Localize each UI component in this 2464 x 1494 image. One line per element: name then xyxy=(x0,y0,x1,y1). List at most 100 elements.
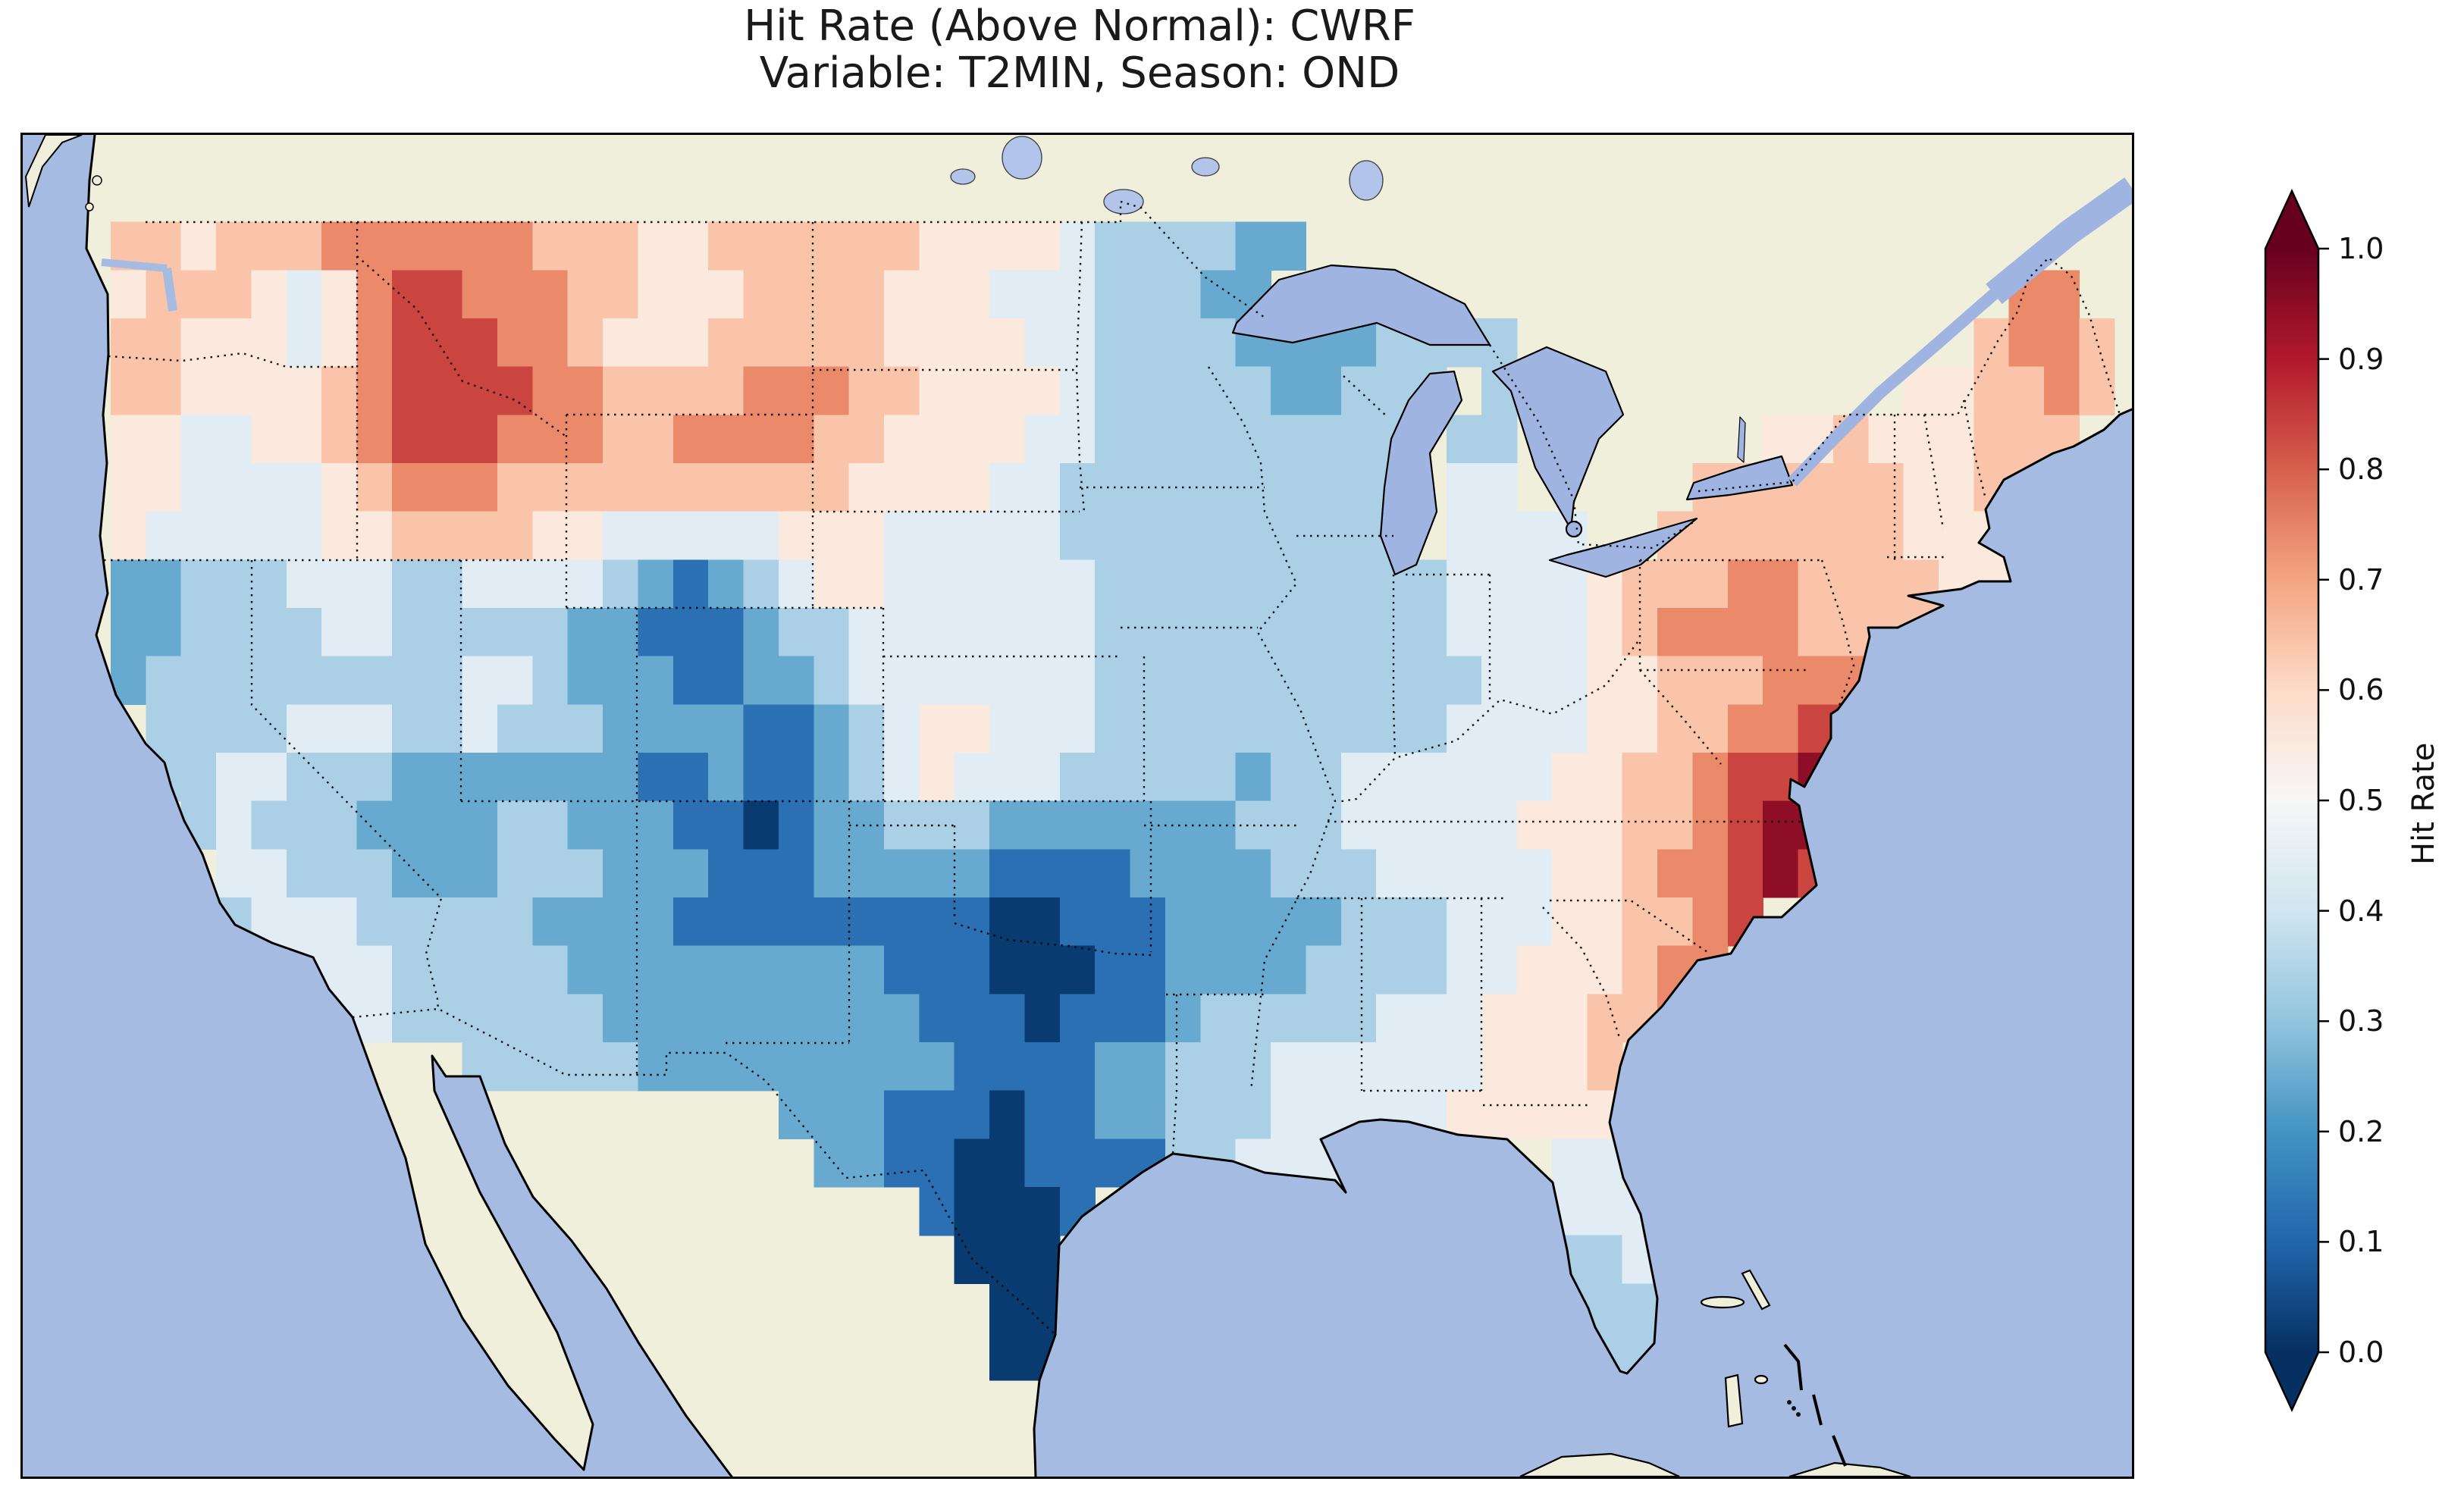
heatmap-cell xyxy=(1059,800,1096,850)
heatmap-cell xyxy=(462,511,498,560)
heatmap-cell xyxy=(1727,559,1763,609)
heatmap-cell xyxy=(638,704,674,753)
st-lawrence-river xyxy=(1788,177,2132,487)
heatmap-cell xyxy=(1235,462,1271,512)
heatmap-cell xyxy=(497,1042,534,1092)
heatmap-cell xyxy=(603,366,639,415)
heatmap-cell xyxy=(1059,945,1096,994)
heatmap-cell xyxy=(1165,800,1201,850)
heatmap-cell xyxy=(919,849,955,898)
heatmap-cell xyxy=(743,608,779,657)
heatmap-cell xyxy=(1165,897,1201,947)
heatmap-cell xyxy=(884,462,920,512)
heatmap-cell xyxy=(603,945,639,994)
heatmap-cell xyxy=(497,656,534,705)
heatmap-cell xyxy=(356,753,393,802)
heatmap-cell xyxy=(321,608,358,657)
heatmap-cell xyxy=(989,366,1026,415)
great-lakes xyxy=(1231,264,1794,578)
heatmap-cell xyxy=(462,221,498,271)
heatmap-cell xyxy=(462,656,498,705)
heatmap-cell xyxy=(1657,656,1694,705)
heatmap-cell xyxy=(1340,415,1377,464)
heatmap-cell xyxy=(1095,366,1131,415)
heatmap-cell xyxy=(567,318,603,368)
heatmap-cell xyxy=(989,753,1026,802)
heatmap-cell xyxy=(1587,994,1623,1043)
heatmap-cell xyxy=(567,608,603,657)
heatmap-cell xyxy=(427,608,463,657)
heatmap-cell xyxy=(356,318,393,368)
heatmap-cell xyxy=(672,318,709,368)
heatmap-cell xyxy=(1798,511,1834,560)
heatmap-cell xyxy=(1235,221,1271,271)
heatmap-cell xyxy=(1059,704,1096,753)
heatmap-cell xyxy=(532,511,569,560)
colorbar-tick-marks xyxy=(2318,247,2329,1354)
heatmap-cell xyxy=(1306,559,1342,609)
heatmap-cell xyxy=(567,849,603,898)
heatmap-cell xyxy=(1235,415,1271,464)
heatmap-cell xyxy=(1235,608,1271,657)
heatmap-cell xyxy=(391,270,428,319)
heatmap-cell xyxy=(1095,994,1131,1043)
heatmap-cell xyxy=(708,221,745,271)
heatmap-cell xyxy=(1235,1090,1271,1139)
heatmap-cell xyxy=(954,511,990,560)
lake-superior xyxy=(1231,264,1491,346)
heatmap-cell xyxy=(1024,318,1061,368)
lake-of-the-woods xyxy=(1103,189,1144,215)
heatmap-cell xyxy=(1340,753,1377,802)
heatmap-cell xyxy=(1271,1090,1307,1139)
heatmap-cell xyxy=(1481,897,1518,947)
heatmap-cell xyxy=(603,897,639,947)
heatmap-cell xyxy=(1024,1090,1061,1139)
heatmap-cell xyxy=(954,221,990,271)
heatmap-cell xyxy=(672,656,709,705)
heatmap-cell xyxy=(778,270,814,319)
heatmap-cell xyxy=(391,704,428,753)
heatmap-cells xyxy=(110,221,2115,1381)
heatmap-cell xyxy=(427,366,463,415)
heatmap-cell xyxy=(497,800,534,850)
heatmap-cell xyxy=(919,366,955,415)
heatmap-cell xyxy=(743,270,779,319)
heatmap-cell xyxy=(391,945,428,994)
heatmap-cell xyxy=(603,559,639,609)
heatmap-cell xyxy=(110,270,146,319)
heatmap-cell xyxy=(532,270,569,319)
heatmap-cell xyxy=(462,800,498,850)
lake-michigan xyxy=(1379,370,1463,576)
heatmap-cell xyxy=(848,1090,885,1139)
heatmap-cell xyxy=(743,511,779,560)
lake-winnipeg xyxy=(1002,136,1042,180)
heatmap-cell xyxy=(1516,559,1553,609)
heatmap-cell xyxy=(1271,945,1307,994)
heatmap-cell xyxy=(497,945,534,994)
map-axes xyxy=(20,133,2134,1479)
heatmap-cell xyxy=(603,462,639,512)
heatmap-cell xyxy=(286,704,322,753)
heatmap-cell xyxy=(954,753,990,802)
heatmap-cell xyxy=(567,559,603,609)
heatmap-cell xyxy=(1446,753,1482,802)
heatmap-cell xyxy=(813,753,850,802)
heatmap-cell xyxy=(1516,945,1553,994)
heatmap-cell xyxy=(813,511,850,560)
heatmap-cell xyxy=(1059,559,1096,609)
heatmap-cell xyxy=(1587,608,1623,657)
heatmap-cell xyxy=(1095,559,1131,609)
puget-sound xyxy=(101,258,177,312)
heatmap-cell xyxy=(848,1042,885,1092)
heatmap-cell xyxy=(743,366,779,415)
heatmap-cell xyxy=(813,559,850,609)
heatmap-cell xyxy=(919,704,955,753)
heatmap-cell xyxy=(146,462,182,512)
heatmap-cell xyxy=(1552,656,1588,705)
heatmap-cell xyxy=(1059,753,1096,802)
heatmap-cell xyxy=(638,559,674,609)
heatmap-cell xyxy=(1200,318,1237,368)
heatmap-cell xyxy=(251,656,287,705)
heatmap-cell xyxy=(286,800,322,850)
